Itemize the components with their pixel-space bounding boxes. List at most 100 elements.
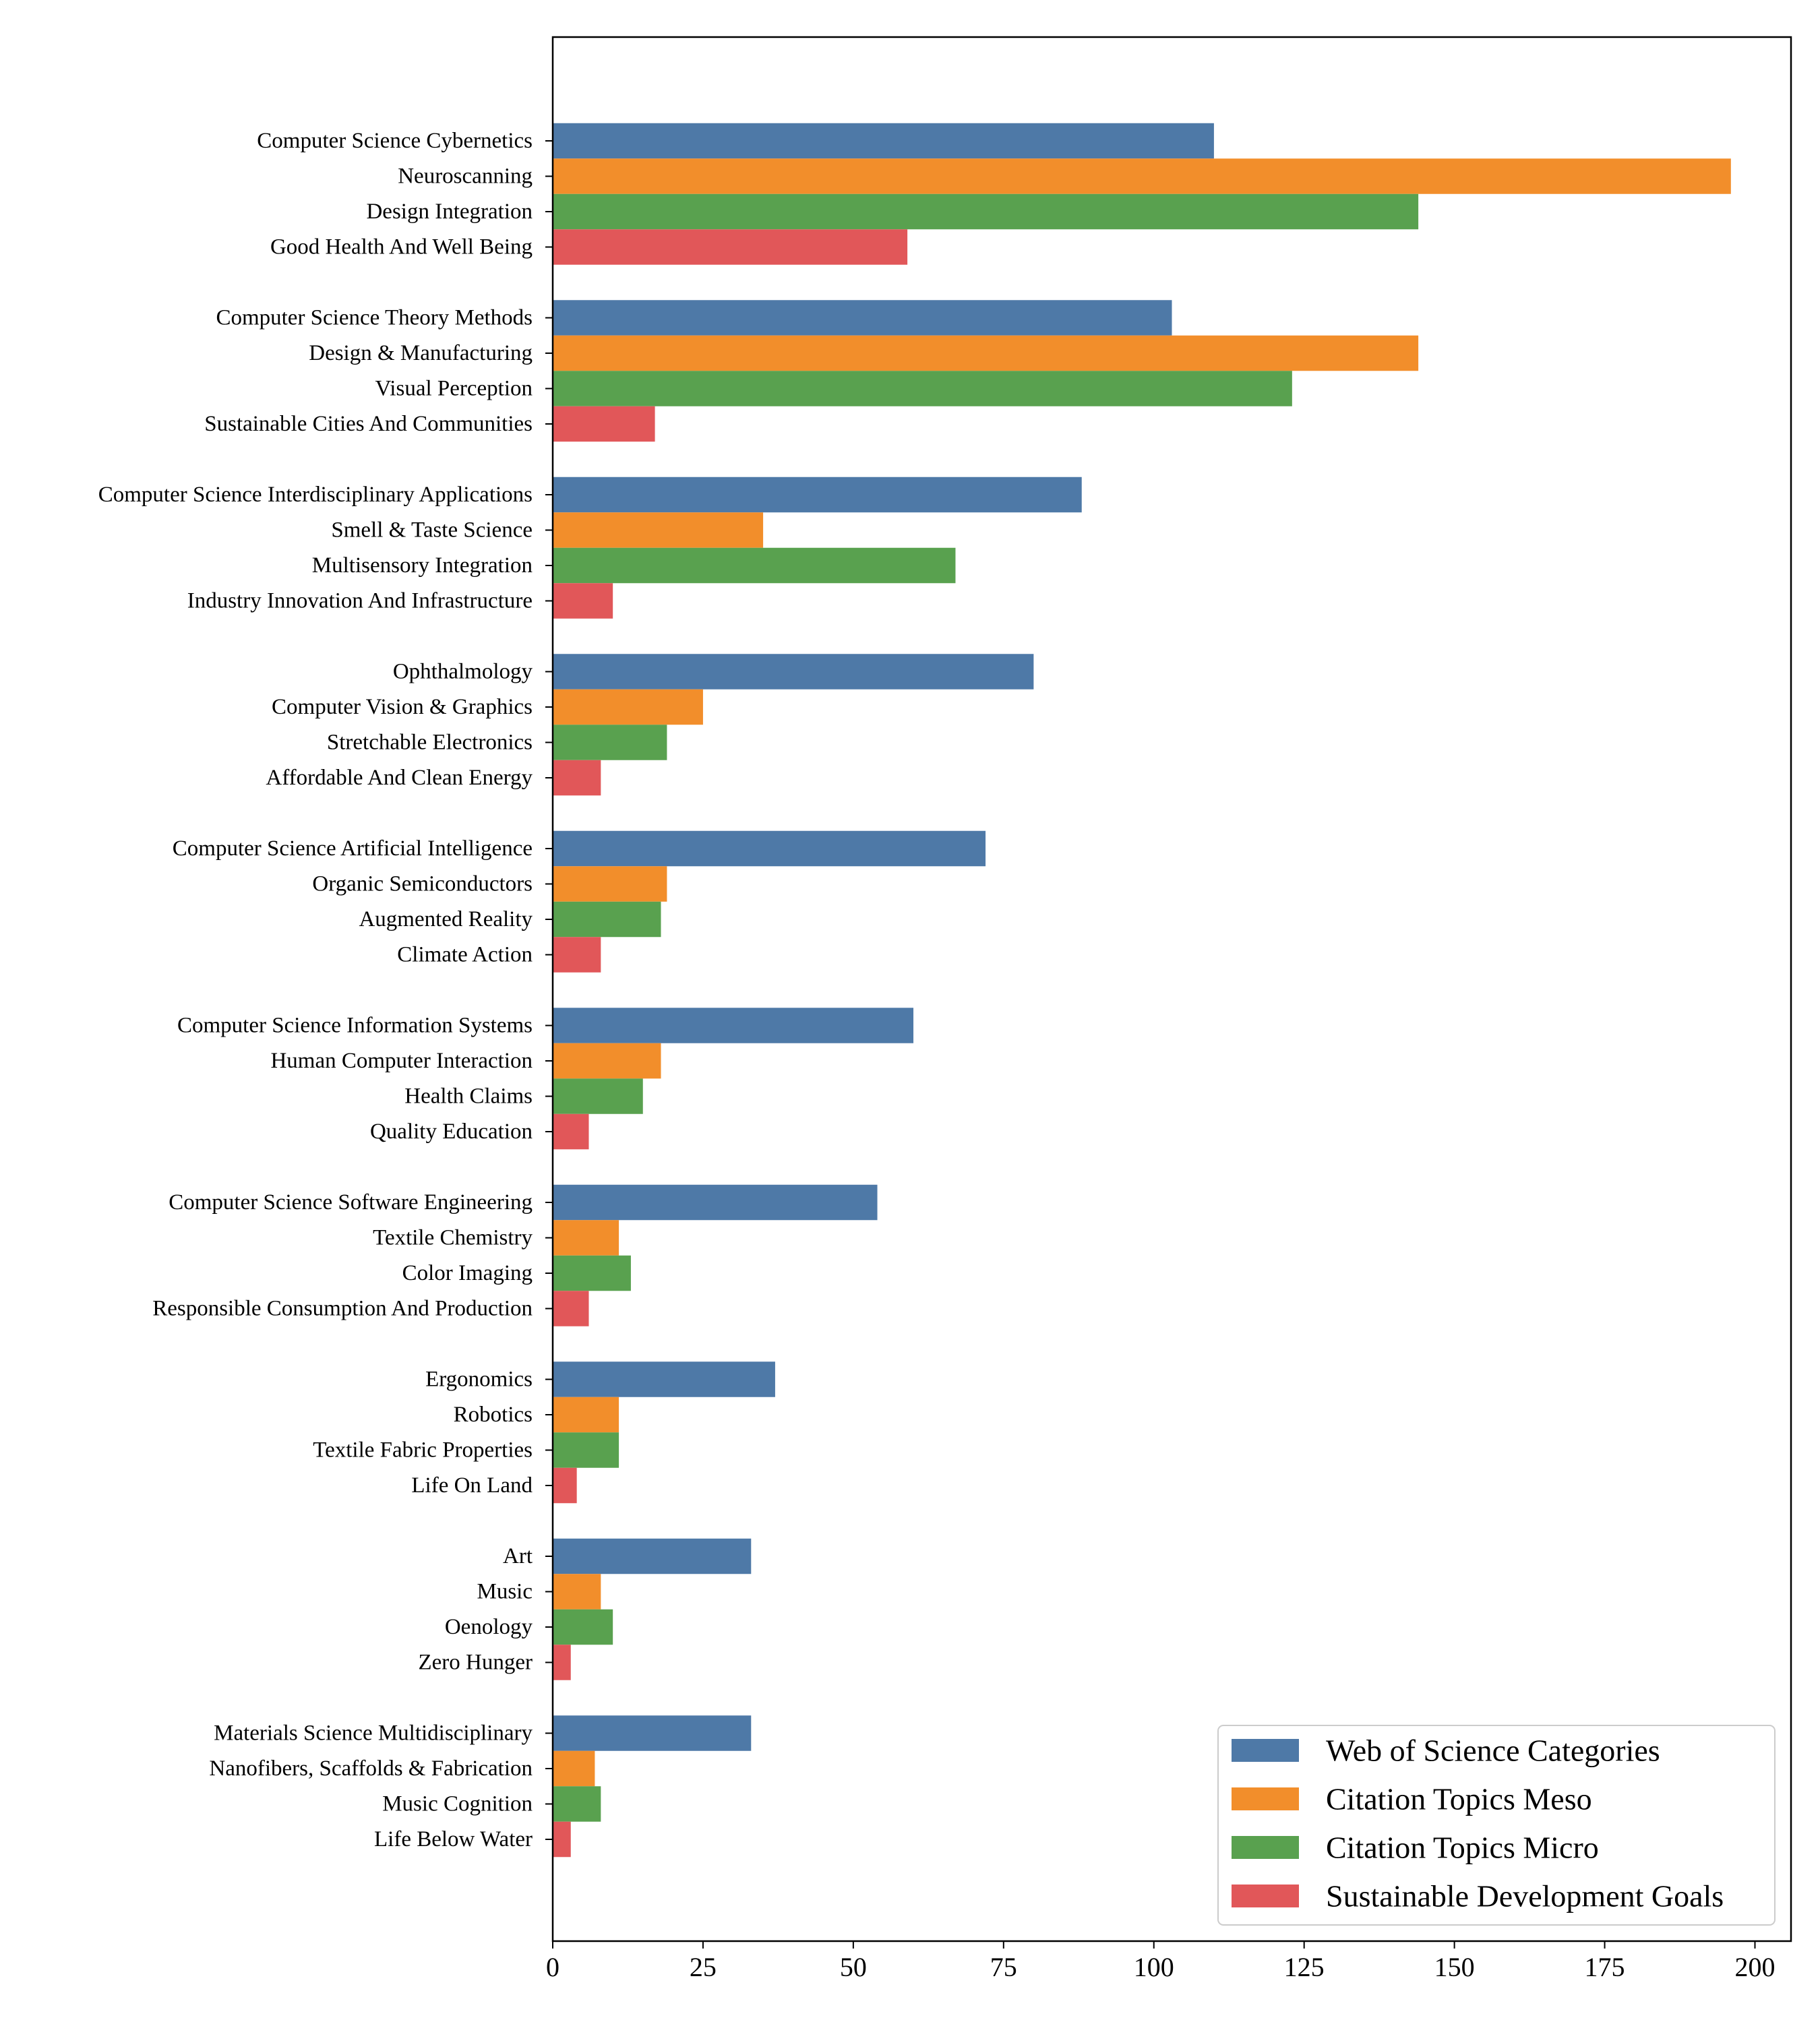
y-tick-label: Computer Science Information Systems bbox=[177, 1014, 533, 1038]
bar bbox=[553, 1220, 619, 1256]
x-tick-label: 200 bbox=[1734, 1952, 1775, 1982]
legend: Web of Science Categories Citation Topics… bbox=[1217, 1725, 1776, 1926]
bar bbox=[553, 725, 667, 760]
y-tick-label: Responsible Consumption And Production bbox=[152, 1297, 533, 1321]
bar bbox=[553, 830, 986, 867]
y-tick-label: Computer Science Software Engineering bbox=[169, 1190, 533, 1215]
bar bbox=[553, 158, 1731, 194]
bar bbox=[553, 1255, 631, 1291]
y-tick-label: Smell & Taste Science bbox=[331, 518, 533, 543]
bar bbox=[553, 760, 601, 796]
y-tick-label: Zero Hunger bbox=[418, 1651, 533, 1675]
bar bbox=[553, 1467, 577, 1504]
y-tick-label: Human Computer Interaction bbox=[270, 1049, 533, 1073]
x-tick-label: 125 bbox=[1284, 1952, 1325, 1982]
bar bbox=[553, 1821, 571, 1858]
bar bbox=[553, 477, 1082, 513]
y-tick-label: Computer Science Cybernetics bbox=[257, 129, 533, 153]
legend-label: Citation Topics Micro bbox=[1326, 1831, 1599, 1865]
y-tick-label: Good Health And Well Being bbox=[270, 235, 533, 259]
bar bbox=[553, 1574, 601, 1610]
bar bbox=[553, 937, 601, 973]
y-tick-label: Visual Perception bbox=[375, 377, 533, 401]
bar bbox=[553, 1715, 752, 1751]
bar bbox=[553, 1645, 571, 1680]
y-tick-label: Computer Science Interdisciplinary Appli… bbox=[98, 483, 533, 507]
bar bbox=[553, 1432, 619, 1468]
legend-label: Web of Science Categories bbox=[1326, 1734, 1660, 1768]
y-tick-label: Quality Education bbox=[370, 1120, 533, 1144]
y-tick-label: Neuroscanning bbox=[398, 164, 533, 189]
y-tick-label: Sustainable Cities And Communities bbox=[204, 412, 533, 436]
y-tick-label: Computer Science Theory Methods bbox=[216, 306, 533, 330]
y-tick-label: Computer Science Artificial Intelligence bbox=[173, 836, 533, 861]
y-tick-label: Organic Semiconductors bbox=[312, 872, 533, 896]
y-tick-label: Ophthalmology bbox=[393, 660, 533, 684]
y-tick-label: Materials Science Multidisciplinary bbox=[214, 1721, 533, 1746]
x-tick-label: 175 bbox=[1585, 1952, 1625, 1982]
legend-swatch bbox=[1232, 1836, 1299, 1859]
bar bbox=[553, 229, 908, 265]
x-tick-label: 50 bbox=[840, 1952, 867, 1982]
plot-frame bbox=[551, 36, 1792, 1942]
y-tick-label: Nanofibers, Scaffolds & Fabrication bbox=[209, 1756, 533, 1781]
x-tick-label: 25 bbox=[690, 1952, 717, 1982]
y-tick-label: Textile Fabric Properties bbox=[313, 1438, 533, 1463]
bar bbox=[553, 654, 1034, 690]
legend-swatch bbox=[1232, 1739, 1299, 1762]
y-tick-label: Color Imaging bbox=[402, 1261, 533, 1285]
y-tick-label: Music Cognition bbox=[382, 1792, 533, 1816]
legend-swatch bbox=[1232, 1885, 1299, 1907]
bar bbox=[553, 1043, 661, 1079]
y-tick-label: Affordable And Clean Energy bbox=[266, 766, 533, 790]
y-tick-label: Industry Innovation And Infrastructure bbox=[187, 589, 533, 613]
bar bbox=[553, 1361, 775, 1397]
y-tick-label: Design & Manufacturing bbox=[309, 341, 533, 365]
bar bbox=[553, 583, 613, 619]
bar bbox=[553, 1750, 595, 1787]
x-axis: 0 25 50 75 100 125 150 175 200 bbox=[546, 1941, 1775, 1982]
bar bbox=[553, 512, 764, 548]
y-tick-label: Oenology bbox=[445, 1615, 533, 1639]
bar bbox=[553, 193, 1419, 230]
legend-box bbox=[1217, 1725, 1776, 1926]
bar bbox=[553, 300, 1172, 336]
x-tick-label: 75 bbox=[990, 1952, 1017, 1982]
legend-label: Sustainable Development Goals bbox=[1326, 1879, 1724, 1913]
bar bbox=[553, 1291, 589, 1326]
x-tick-label: 0 bbox=[546, 1952, 559, 1982]
bar bbox=[553, 371, 1292, 406]
y-tick-label: Computer Vision & Graphics bbox=[272, 695, 533, 719]
legend-label: Citation Topics Meso bbox=[1326, 1782, 1592, 1816]
bar bbox=[553, 901, 661, 938]
bar bbox=[553, 1786, 601, 1822]
bar bbox=[553, 1113, 589, 1150]
bar bbox=[553, 1008, 914, 1043]
y-tick-label: Multisensory Integration bbox=[312, 553, 533, 578]
bar bbox=[553, 689, 703, 725]
bars-layer bbox=[553, 123, 1731, 1858]
y-tick-label: Life On Land bbox=[411, 1473, 533, 1498]
bar bbox=[553, 1184, 878, 1221]
y-tick-label: Health Claims bbox=[404, 1084, 533, 1109]
y-tick-label: Design Integration bbox=[366, 200, 533, 224]
bar bbox=[553, 1397, 619, 1433]
bar bbox=[553, 866, 667, 902]
y-tick-label: Robotics bbox=[454, 1403, 533, 1427]
y-tick-label: Augmented Reality bbox=[359, 907, 533, 931]
bar bbox=[553, 1078, 643, 1114]
legend-swatch bbox=[1232, 1787, 1299, 1810]
x-tick-label: 150 bbox=[1434, 1952, 1475, 1982]
y-tick-label: Climate Action bbox=[397, 943, 533, 967]
y-tick-label: Textile Chemistry bbox=[373, 1226, 533, 1250]
y-tick-label: Art bbox=[503, 1544, 533, 1568]
bar bbox=[553, 123, 1214, 159]
y-tick-label: Stretchable Electronics bbox=[327, 731, 533, 755]
bar bbox=[553, 335, 1419, 371]
y-tick-label: Ergonomics bbox=[425, 1368, 533, 1392]
y-axis: Computer Science Cybernetics Neuroscannin… bbox=[98, 129, 553, 1851]
bar bbox=[553, 1538, 752, 1574]
y-tick-label: Life Below Water bbox=[374, 1827, 533, 1851]
bar bbox=[553, 547, 956, 584]
